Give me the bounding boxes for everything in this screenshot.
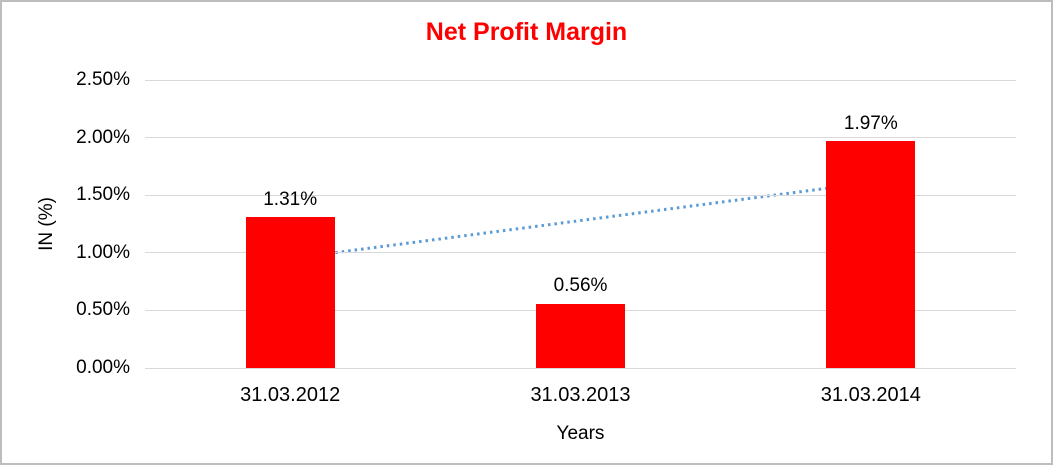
y-tick-label: 0.00% — [76, 357, 130, 378]
y-axis-tick-labels: 0.00% 0.50% 1.00% 1.50% 2.00% 2.50% — [2, 2, 130, 463]
y-tick-label: 1.50% — [76, 184, 130, 206]
plot-area: 1.31% 0.56% 1.97% — [145, 79, 1016, 369]
gridline — [145, 137, 1016, 139]
y-tick-label: 0.50% — [76, 299, 130, 321]
chart-title: Net Profit Margin — [425, 18, 628, 46]
bar-value-label: 0.56% — [553, 275, 608, 297]
x-tick-label: 31.03.2014 — [820, 384, 921, 406]
bar-value-label: 1.97% — [843, 113, 898, 135]
x-tick-label: 31.03.2013 — [530, 384, 631, 406]
x-tick-label: 31.03.2012 — [240, 384, 341, 406]
gridline — [145, 367, 1016, 369]
bar-31.03.2012 — [245, 217, 335, 368]
gridline — [145, 194, 1016, 196]
gridline — [145, 79, 1016, 81]
x-axis-title: Years — [556, 423, 605, 444]
bar-31.03.2014 — [826, 141, 916, 368]
y-tick-label: 2.00% — [76, 126, 130, 148]
gridline — [145, 252, 1016, 254]
bar-value-label: 1.31% — [263, 189, 318, 211]
x-axis-tick-labels: 31.03.2012 31.03.2013 31.03.2014 — [145, 383, 1016, 409]
bar-31.03.2013 — [536, 303, 625, 368]
y-tick-label: 2.50% — [76, 69, 130, 90]
y-tick-label: 1.00% — [76, 241, 130, 263]
